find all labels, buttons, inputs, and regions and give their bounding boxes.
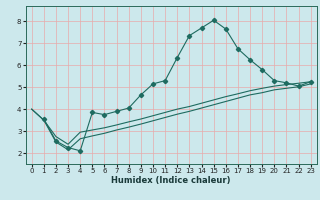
X-axis label: Humidex (Indice chaleur): Humidex (Indice chaleur)	[111, 176, 231, 185]
